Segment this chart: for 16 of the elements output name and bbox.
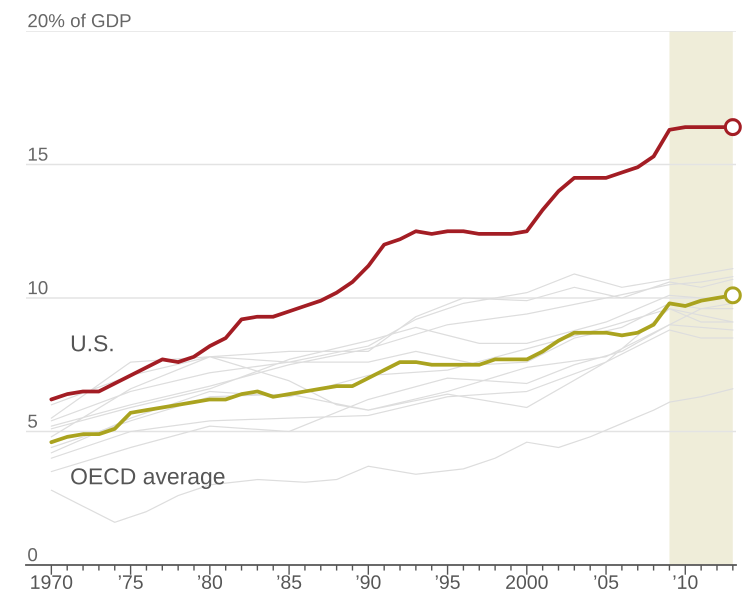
x-tick-label: ’90 — [356, 575, 381, 590]
x-tick-label: ’85 — [277, 575, 302, 590]
y-tick-label: 5 — [28, 414, 38, 428]
x-tick-label: 1970 — [31, 575, 72, 590]
x-tick-label: ’10 — [674, 575, 698, 590]
x-tick-label: ’80 — [198, 575, 222, 590]
x-tick-label: ’95 — [436, 575, 460, 590]
series-label: U.S. — [72, 335, 113, 352]
y-tick-label: 10 — [28, 281, 48, 294]
series-label: OECD average — [71, 468, 224, 489]
x-tick-label: ’05 — [594, 575, 618, 590]
x-tick-label: ’75 — [118, 575, 143, 590]
y-tick-label: 20% of GDP — [28, 14, 131, 28]
y-tick-label: 0 — [28, 548, 38, 562]
y-tick-label: 15 — [28, 148, 48, 161]
x-tick-label: 2000 — [506, 575, 548, 590]
